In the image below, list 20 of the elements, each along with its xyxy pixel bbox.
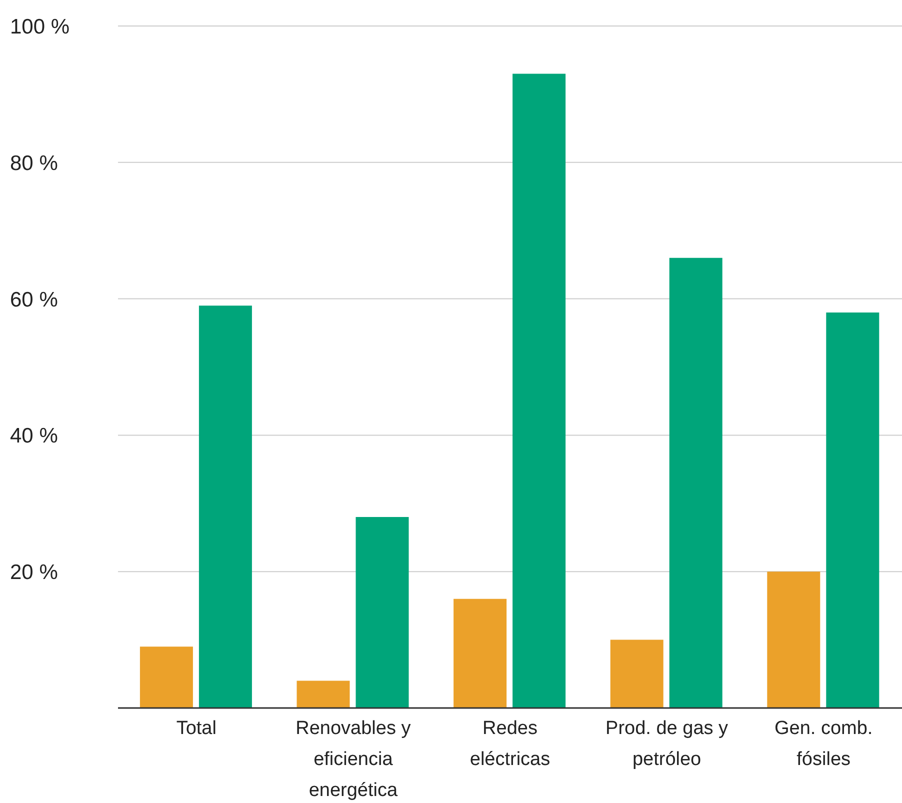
x-tick-label: Total bbox=[176, 718, 216, 739]
bar bbox=[669, 258, 722, 708]
bar bbox=[454, 598, 507, 708]
x-tick-label: Renovables y eficiencia energética bbox=[296, 718, 412, 801]
bar bbox=[198, 306, 252, 708]
y-tick-label: 20 % bbox=[10, 561, 58, 584]
x-tick-label: Redes eléctricas bbox=[470, 718, 550, 770]
y-tick-label: 40 % bbox=[10, 424, 58, 448]
bar bbox=[296, 680, 350, 708]
x-tick-label: Prod. de gas y petróleo bbox=[606, 718, 729, 770]
y-tick-label: 60 % bbox=[10, 288, 58, 312]
x-tick-label: Gen. comb. fósiles bbox=[774, 718, 873, 770]
bar bbox=[512, 74, 566, 708]
bar bbox=[140, 646, 193, 708]
bar bbox=[767, 572, 820, 708]
bar bbox=[610, 640, 664, 708]
y-tick-label: 100 % bbox=[10, 15, 70, 38]
bar bbox=[826, 312, 880, 708]
bar bbox=[356, 517, 409, 708]
y-tick-label: 80 % bbox=[10, 152, 58, 175]
